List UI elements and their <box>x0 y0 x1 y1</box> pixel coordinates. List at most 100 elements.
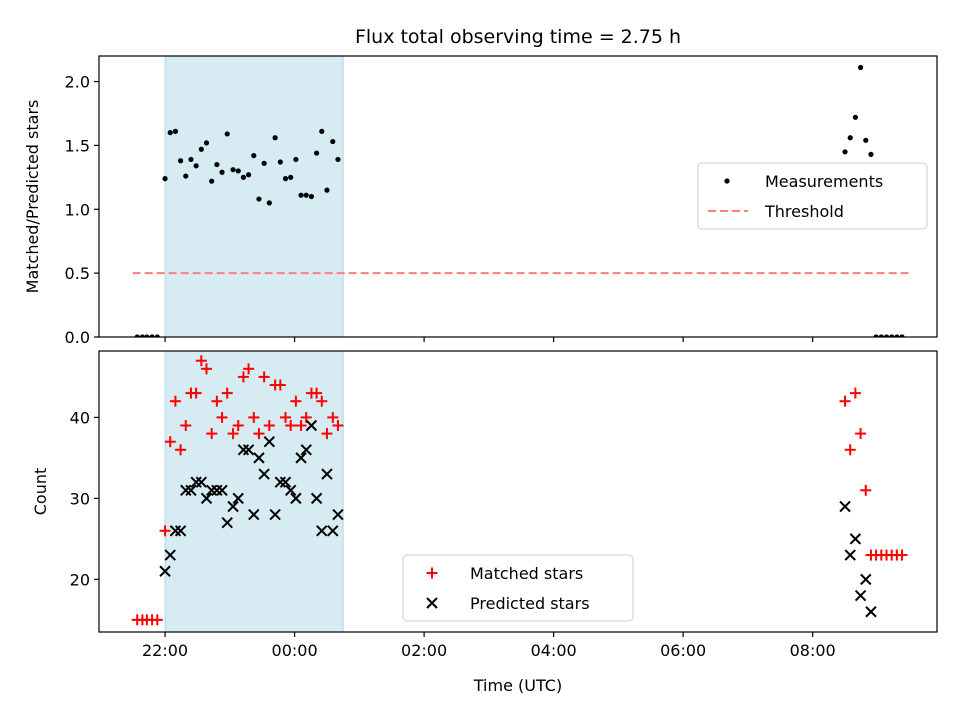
measurement-point <box>245 172 252 178</box>
top-y-tick-label: 2.0 <box>65 73 90 92</box>
measurement-point <box>335 156 341 163</box>
matched-star-point <box>290 395 302 407</box>
top-y-tick-label: 1.0 <box>65 200 90 219</box>
measurement-point <box>167 130 173 136</box>
predicted-star-point <box>221 516 233 529</box>
predicted-star-point <box>269 508 281 521</box>
legend-matched-label: Matched stars <box>470 564 583 583</box>
measurement-point <box>139 334 145 337</box>
bottom-y-tick-label: 40 <box>70 408 90 427</box>
predicted-star-point <box>253 452 265 464</box>
x-tick-label: 00:00 <box>272 641 318 660</box>
measurement-point <box>303 192 309 198</box>
legend-predicted-marker <box>426 597 438 609</box>
matched-star-point <box>211 395 223 407</box>
x-tick-label: 08:00 <box>790 641 836 660</box>
matched-star-point <box>237 371 249 383</box>
matched-star-point <box>849 387 861 399</box>
measurement-point <box>298 192 304 198</box>
measurement-point <box>183 173 189 179</box>
matched-star-point <box>295 420 307 432</box>
measurement-point <box>878 334 884 337</box>
bottom-legend: Matched stars Predicted stars <box>402 554 634 622</box>
measurement-point <box>319 128 325 134</box>
matched-star-point <box>248 411 260 423</box>
predicted-star-point <box>169 525 182 537</box>
measurement-point <box>889 334 895 337</box>
predicted-star-point <box>227 500 239 513</box>
x-tick-label: 06:00 <box>660 641 706 660</box>
matched-star-point <box>216 411 228 423</box>
legend-matched-marker <box>426 567 438 579</box>
measurement-point <box>172 128 179 134</box>
bottom-panel: 20 30 40 22:00 00:00 02:00 04:00 06:00 08:00 Coun… <box>31 350 938 660</box>
bottom-y-axis-label: Count <box>31 468 50 516</box>
predicted-star-point <box>327 525 339 537</box>
matched-star-point <box>258 371 270 383</box>
predicted-star-point <box>274 476 287 488</box>
measurement-point <box>868 151 874 157</box>
x-tick-label: 04:00 <box>531 641 577 660</box>
matched-star-point <box>280 411 292 423</box>
measurement-point <box>214 161 220 168</box>
top-axes-frame <box>98 55 938 338</box>
top-y-tick-label: 0.0 <box>65 328 90 347</box>
predicted-star-point <box>854 589 867 602</box>
predicted-star-point <box>321 468 333 480</box>
measurement-point <box>863 137 869 143</box>
predicted-star-point <box>295 452 307 464</box>
chart-title: Flux total observing time = 2.75 h <box>355 26 681 48</box>
x-tick-label: 22:00 <box>142 641 188 660</box>
measurement-point <box>134 334 140 337</box>
measurement-point <box>193 163 199 169</box>
predicted-star-point <box>839 500 851 513</box>
matched-star-point <box>839 395 851 407</box>
matched-star-point <box>195 355 207 367</box>
measurement-point <box>308 193 315 200</box>
matched-star-point <box>164 436 176 448</box>
measurement-point <box>240 174 247 180</box>
predicted-star-point <box>159 565 171 577</box>
matched-star-point <box>311 387 323 399</box>
matched-star-point <box>190 387 202 399</box>
matched-star-point <box>263 420 275 432</box>
predicted-star-point <box>216 484 228 496</box>
top-panel: 0.0 0.5 1.0 1.5 2.0 Matched/Predicted stars Me… <box>23 55 938 347</box>
predicted-star-point <box>300 444 312 456</box>
predicted-star-point <box>195 476 208 488</box>
measurement-point <box>162 176 168 182</box>
predicted-star-point <box>279 476 292 488</box>
measurement-point <box>894 334 900 337</box>
predicted-star-point <box>310 492 323 505</box>
predicted-star-point <box>316 525 328 537</box>
predicted-star-point <box>860 573 872 586</box>
matched-star-point <box>221 387 233 399</box>
top-plot-area <box>132 64 910 337</box>
measurement-point <box>203 140 210 146</box>
predicted-star-point <box>242 444 255 456</box>
predicted-star-point <box>849 533 862 545</box>
measurement-point <box>219 169 225 175</box>
matched-star-point <box>855 428 867 440</box>
matched-star-point <box>151 614 163 626</box>
predicted-star-point <box>258 468 270 480</box>
predicted-star-point <box>290 492 302 505</box>
matched-star-point <box>896 549 908 561</box>
predicted-star-point <box>211 484 223 496</box>
top-y-tick-label: 0.5 <box>65 264 90 283</box>
predicted-star-point <box>284 484 297 496</box>
matched-star-point <box>201 363 213 375</box>
predicted-star-point <box>185 484 197 496</box>
predicted-star-point <box>205 484 218 496</box>
measurement-point <box>324 187 330 193</box>
top-y-axis-label: Matched/Predicted stars <box>23 100 42 294</box>
measurement-point <box>842 149 848 155</box>
matched-star-point <box>159 525 171 537</box>
top-y-tick-label: 1.5 <box>65 136 90 155</box>
legend-threshold-label: Threshold <box>764 202 844 221</box>
measurement-point <box>256 196 262 202</box>
bottom-axes-frame <box>98 350 938 633</box>
measurement-point <box>188 156 194 163</box>
measurement-point <box>209 178 215 184</box>
